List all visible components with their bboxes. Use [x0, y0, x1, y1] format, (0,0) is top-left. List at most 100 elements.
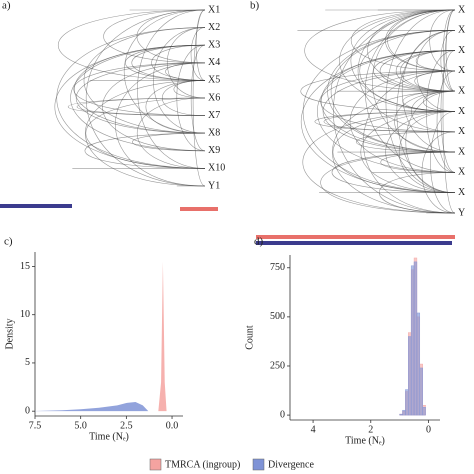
tree-branch [304, 9, 456, 92]
tree-branch [429, 9, 456, 72]
tree-branch [351, 9, 456, 72]
tree-branch [54, 44, 206, 169]
leaf-label: X10 [208, 163, 225, 174]
tree-branch [83, 27, 206, 134]
tree-branch [396, 50, 456, 92]
leaf-label: X [458, 106, 466, 117]
panel-label: b) [250, 0, 260, 12]
tree-branch [405, 90, 456, 193]
x-tick-label: 0.0 [166, 420, 179, 431]
density-area [35, 402, 149, 412]
y-tick-label: 5 [25, 357, 30, 368]
x-tick-label: 2 [368, 424, 373, 435]
tree-branch [440, 30, 456, 92]
tree-branch [190, 27, 206, 81]
range-bar [0, 204, 72, 208]
tree-branch [152, 27, 206, 134]
panel-label: a) [2, 0, 11, 12]
x-tick-label: 7.5 [29, 420, 42, 431]
legend-swatch [149, 458, 162, 471]
tree-branch [323, 70, 456, 153]
y-axis-label: Count [244, 325, 255, 350]
tree-branch [350, 9, 456, 112]
leaf-label: Y [458, 207, 465, 218]
leaf-label: X [458, 25, 466, 36]
tree-branch [317, 50, 456, 173]
y-tick-label: 750 [270, 262, 285, 273]
legend-label: Divergence [268, 459, 314, 470]
tree-branch [300, 50, 456, 193]
y-tick-label: 0 [25, 405, 30, 416]
x-tick-label: 5.0 [74, 420, 87, 431]
tree-branch [339, 9, 456, 112]
tree-branch [379, 50, 456, 92]
tree-branch [136, 97, 206, 169]
leaf-label: X5 [208, 75, 220, 86]
tree-branch [327, 30, 456, 153]
leaf-label: X [458, 126, 466, 137]
leaf-label: X [458, 146, 466, 157]
tree-branch [67, 97, 206, 116]
leaf-label: X1 [208, 4, 220, 15]
leaf-label: X [458, 187, 466, 198]
range-bar [180, 207, 218, 211]
leaf-label: Y1 [208, 180, 220, 191]
tree-branch [86, 9, 206, 187]
leaf-label: X6 [208, 92, 220, 103]
tree-branch [70, 44, 206, 152]
tree-branch [145, 80, 206, 134]
histogram-bar [416, 312, 421, 416]
tree-branch [76, 62, 206, 134]
tree-branch [73, 62, 206, 116]
tree-branch [331, 151, 456, 193]
tree-branch [131, 44, 206, 81]
tree-branch [349, 70, 456, 173]
tree-branch [166, 27, 206, 99]
leaf-label: X [458, 65, 466, 76]
tree-branch [394, 90, 456, 153]
panel-label: c) [4, 236, 13, 248]
leaf-label: X [458, 167, 466, 178]
tree-branch [173, 80, 206, 99]
tree-branch [365, 9, 456, 173]
histogram-bar [419, 367, 423, 416]
tree-branch [151, 44, 206, 81]
tree-branch [300, 70, 456, 112]
leaf-label: X [458, 85, 466, 96]
histogram-bar [402, 409, 406, 416]
panel-label: d) [254, 236, 264, 248]
y-tick-label: 500 [270, 311, 285, 322]
x-axis-label: Time (Nₑ) [345, 435, 385, 446]
x-axis-label: Time (Nₑ) [89, 431, 129, 442]
y-tick-label: 250 [270, 360, 285, 371]
x-tick-label: 2.5 [120, 420, 133, 431]
x-tick-label: 4 [311, 424, 316, 435]
tree-branch [302, 111, 456, 214]
leaf-label: X8 [208, 127, 220, 138]
x-tick-label: 0 [426, 424, 431, 435]
histogram-bar [422, 407, 426, 416]
density-area [158, 261, 167, 412]
histogram-bar [408, 336, 412, 416]
leaf-label: X [458, 45, 466, 56]
tree-branch [56, 27, 206, 169]
tree-branch [136, 9, 206, 64]
leaf-label: X7 [208, 110, 220, 121]
tree-branch [330, 30, 456, 153]
histogram-bar [410, 265, 415, 416]
tree-branch [57, 9, 206, 81]
tree-branch [387, 9, 456, 72]
histogram-bar [399, 413, 403, 416]
leaf-label: X3 [208, 39, 220, 50]
y-axis-label: Density [4, 318, 15, 349]
leaf-label: X2 [208, 22, 220, 33]
legend-label: TMRCA (ingroup) [165, 459, 240, 470]
legend-swatch [252, 458, 265, 471]
range-bar [256, 241, 452, 245]
y-tick-label: 10 [20, 309, 30, 320]
leaf-label: X4 [208, 57, 220, 68]
tree-branch [430, 111, 456, 214]
leaf-label: X [458, 4, 466, 15]
tree-branch [102, 62, 206, 152]
